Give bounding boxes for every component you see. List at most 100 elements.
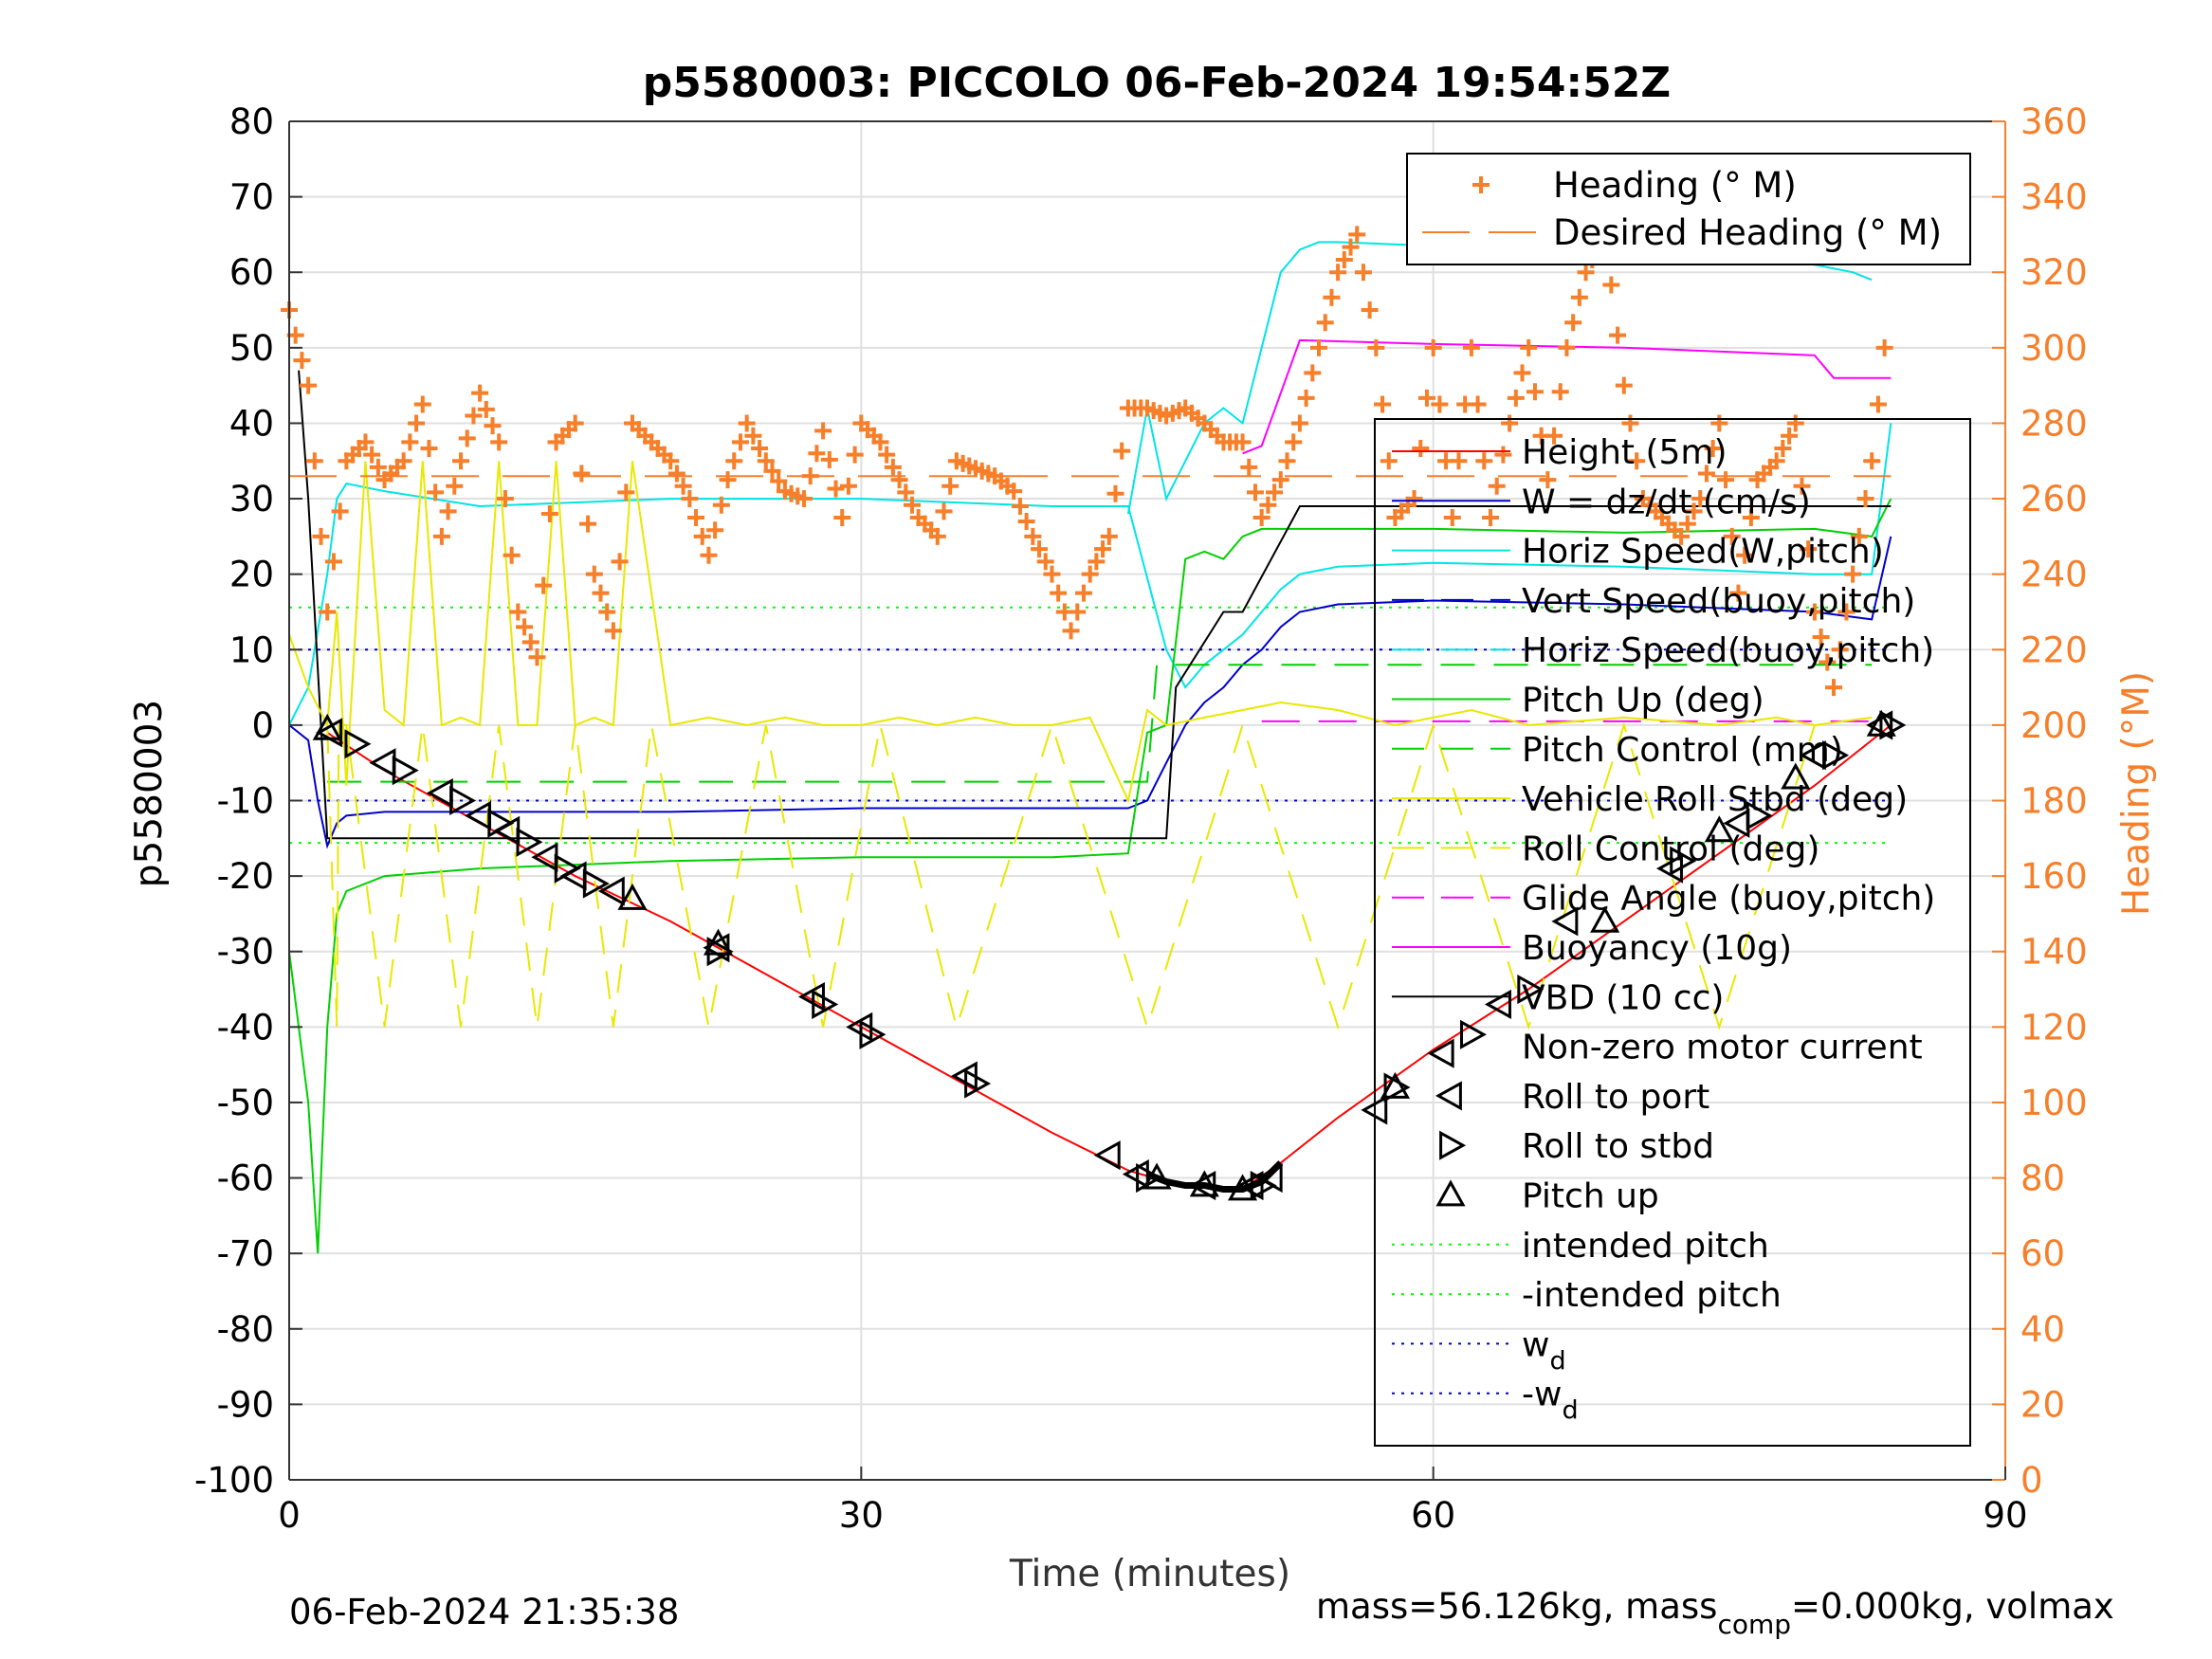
legend-main-label: Height (5m) (1522, 433, 1728, 472)
heading-point (706, 521, 724, 539)
heading-point (363, 446, 381, 464)
y-tick-label-right: 40 (2020, 1309, 2065, 1350)
heading-point (1520, 338, 1538, 356)
heading-point (839, 477, 857, 495)
heading-point (319, 603, 337, 621)
heading-point (667, 465, 686, 483)
heading-point (1417, 389, 1435, 407)
y-tick-label-right: 320 (2020, 252, 2088, 293)
heading-point (1819, 653, 1837, 671)
heading-point (770, 472, 788, 490)
legend-main-label: Roll to port (1522, 1078, 1709, 1117)
y-tick-label-right: 20 (2020, 1384, 2065, 1425)
heading-point (446, 477, 464, 495)
legend-main-label-text: Horiz Speed(W,pitch) (1522, 533, 1884, 572)
legend-main-label: Vehicle Roll Stbd (deg) (1522, 780, 1908, 819)
roll-to-stbd-marker (859, 1019, 887, 1049)
y-tick-label-right: 360 (2020, 101, 2088, 142)
roll-to-port-marker (1093, 1140, 1121, 1171)
heading-point (573, 465, 591, 483)
heading-point (1316, 314, 1334, 332)
heading-point (1348, 226, 1366, 244)
pitch-up-marker (1781, 762, 1811, 790)
legend-main-label-text: Glide Angle (buoy,pitch) (1522, 880, 1935, 919)
footer-mass-part1: mass=56.126kg, mass (1316, 1586, 1717, 1627)
legend-main-label: Vert Speed(buoy,pitch) (1522, 582, 1915, 621)
heading-point (827, 480, 845, 498)
heading-point (1863, 452, 1881, 470)
heading-point (1844, 565, 1862, 583)
heading-point (1673, 527, 1691, 545)
heading-point (808, 445, 826, 463)
legend-swatch-13 (1435, 1081, 1462, 1111)
heading-point (820, 450, 838, 468)
footer-timestamp: 06-Feb-2024 21:35:38 (289, 1592, 679, 1632)
roll-to-stbd-marker (1250, 1170, 1277, 1201)
heading-point (1564, 314, 1582, 332)
roll-to-stbd-marker (1746, 800, 1773, 830)
heading-point (356, 433, 375, 451)
heading-point (1412, 439, 1430, 457)
y-tick-label-left: -10 (217, 781, 274, 822)
heading-point (484, 417, 502, 435)
y-tick-label-left: -20 (217, 856, 274, 897)
y-tick-label-left: -100 (194, 1460, 274, 1501)
heading-point (1323, 288, 1341, 306)
heading-point (1234, 433, 1252, 451)
heading-point (935, 502, 953, 520)
x-tick-label: 60 (1411, 1495, 1455, 1536)
y-tick-label-left: 20 (229, 555, 274, 595)
heading-point (1621, 414, 1639, 432)
heading-point (490, 433, 508, 451)
roll-to-port-marker (1551, 906, 1579, 937)
y-axis-label-left: p5580003 (128, 700, 171, 887)
pitch-up-marker (1866, 709, 1896, 737)
roll-to-stbd-marker (487, 808, 515, 838)
heading-point (1361, 301, 1379, 319)
heading-point (1335, 250, 1353, 268)
heading-point (1074, 584, 1092, 602)
pitch-up-marker (617, 883, 648, 910)
heading-point (1729, 584, 1747, 602)
heading-point (1081, 565, 1099, 583)
heading-point (566, 414, 584, 432)
heading-point (1443, 508, 1461, 526)
heading-point (1577, 264, 1595, 282)
y-tick-label-left: 80 (229, 101, 274, 142)
legend-main-label: Buoyancy (10g) (1522, 929, 1792, 968)
roll-to-stbd-marker (964, 1068, 992, 1099)
heading-point (420, 439, 438, 457)
y-tick-label-right: 200 (2020, 705, 2088, 746)
heading-point (795, 490, 813, 508)
legend-main-label: Pitch Control (mm) (1522, 731, 1843, 770)
heading-point (516, 618, 534, 636)
legend-main-label: Non-zero motor current (1522, 1029, 1923, 1067)
heading-point (941, 477, 960, 495)
legend-main-label-text: Vert Speed(buoy,pitch) (1522, 582, 1915, 621)
legend-main-label-text: Horiz Speed(buoy,pitch) (1522, 631, 1934, 670)
legend-main-label-text: Buoyancy (10g) (1522, 929, 1792, 968)
series-pitch-control-mm (327, 664, 1873, 783)
y-tick-label-right: 0 (2020, 1460, 2043, 1501)
y-tick-label-left: 10 (229, 629, 274, 670)
legend-main-label: intended pitch (1522, 1227, 1769, 1266)
legend-main-label: -intended pitch (1522, 1276, 1782, 1315)
series-vehicle-roll-stbd-deg (288, 461, 1873, 804)
legend-main-label-text: Height (5m) (1522, 433, 1728, 472)
series-vbd-10-cc (298, 370, 1892, 840)
y-tick-label-left: -60 (217, 1158, 274, 1199)
heading-point (579, 515, 597, 533)
roll-to-stbd-marker (392, 756, 419, 786)
footer-mass-sub: comp (1717, 1609, 1791, 1640)
heading-point (1800, 540, 1818, 558)
heading-point (1240, 458, 1258, 476)
legend-main-label: Glide Angle (buoy,pitch) (1522, 880, 1935, 919)
legend-main-label-text: Roll to port (1522, 1078, 1709, 1117)
heading-point (521, 633, 539, 651)
heading-point (1551, 383, 1569, 401)
heading-point (509, 603, 527, 621)
heading-point (693, 527, 711, 545)
heading-point (471, 384, 489, 402)
y-tick-label-left: -70 (217, 1233, 274, 1274)
